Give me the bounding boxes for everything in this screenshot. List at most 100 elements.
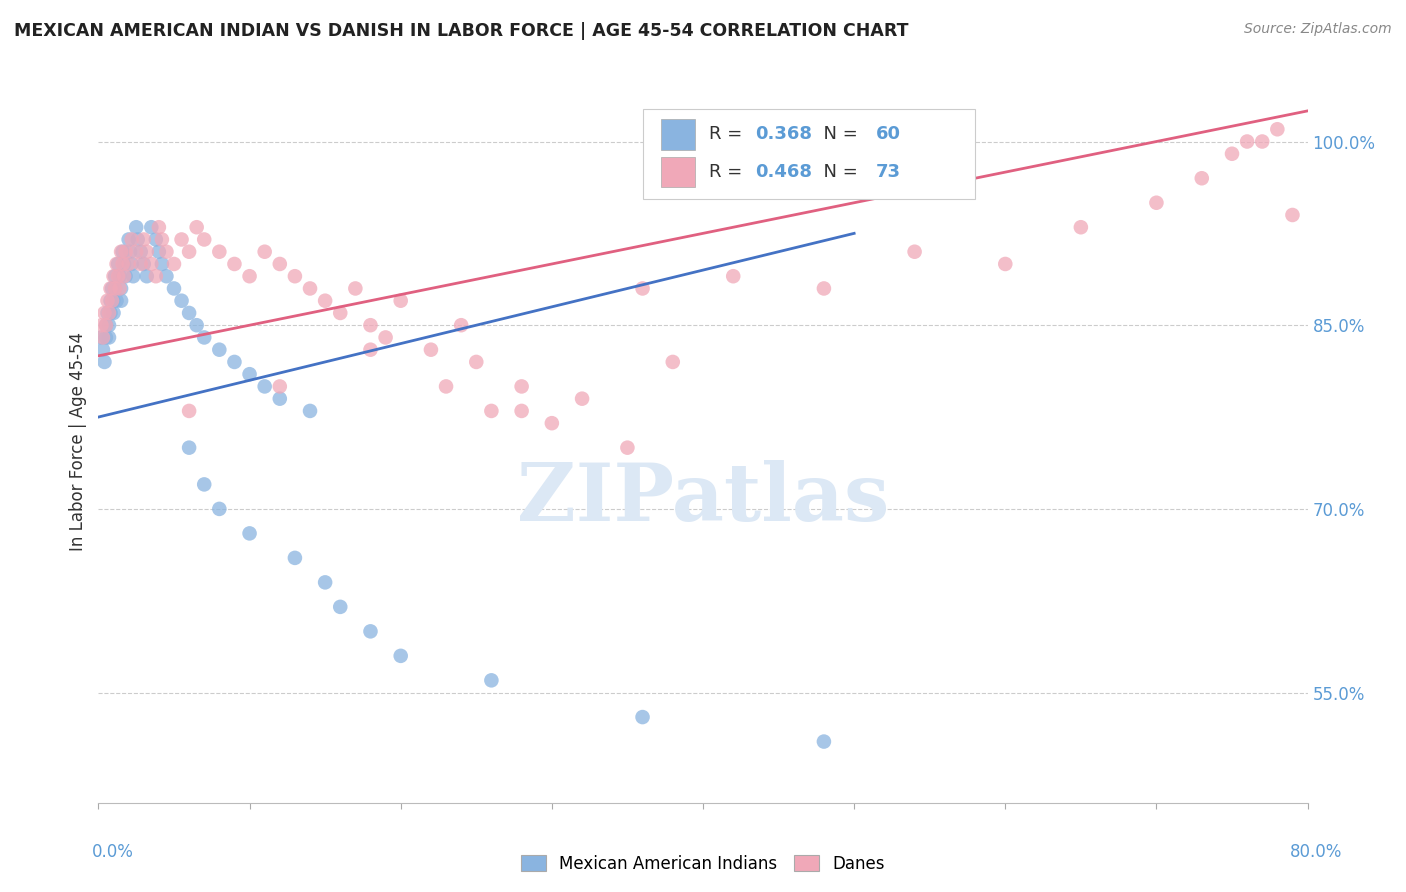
Point — [1281, 208, 1303, 222]
Point — [571, 392, 593, 406]
Point — [389, 293, 412, 308]
Point — [510, 379, 533, 393]
Point — [110, 281, 132, 295]
Point — [150, 257, 173, 271]
Text: 80.0%: 80.0% — [1291, 843, 1343, 861]
Point — [96, 293, 118, 308]
Point — [111, 244, 134, 259]
Point — [420, 343, 443, 357]
Point — [105, 293, 128, 308]
Point — [98, 306, 121, 320]
Point — [208, 502, 231, 516]
Text: N =: N = — [811, 126, 863, 144]
Point — [112, 257, 135, 271]
Point — [148, 220, 170, 235]
Point — [141, 220, 163, 235]
Text: 0.368: 0.368 — [755, 126, 813, 144]
Point — [121, 232, 143, 246]
Point — [481, 404, 503, 418]
Point — [135, 244, 157, 259]
Point — [129, 244, 152, 259]
Point — [179, 244, 201, 259]
Point — [994, 257, 1017, 271]
Point — [208, 343, 231, 357]
Point — [239, 367, 262, 381]
Point — [105, 257, 128, 271]
Point — [284, 269, 307, 284]
Point — [170, 232, 193, 246]
FancyBboxPatch shape — [661, 120, 695, 150]
Point — [360, 318, 382, 333]
Point — [98, 318, 121, 333]
Point — [1144, 195, 1167, 210]
Point — [360, 343, 382, 357]
Point — [110, 244, 132, 259]
Point — [103, 293, 125, 308]
Point — [132, 257, 155, 271]
Text: N =: N = — [811, 163, 863, 181]
Point — [284, 550, 307, 565]
Text: 60: 60 — [876, 126, 901, 144]
Point — [110, 293, 132, 308]
Point — [224, 257, 246, 271]
Point — [94, 318, 117, 333]
Text: Source: ZipAtlas.com: Source: ZipAtlas.com — [1244, 22, 1392, 37]
Point — [253, 244, 276, 259]
Point — [145, 232, 167, 246]
FancyBboxPatch shape — [643, 109, 976, 200]
Point — [510, 404, 533, 418]
Point — [148, 244, 170, 259]
Point — [1267, 122, 1289, 136]
Point — [108, 269, 131, 284]
Point — [101, 293, 124, 308]
Point — [465, 355, 488, 369]
Point — [723, 269, 745, 284]
Point — [344, 281, 367, 295]
Point — [314, 575, 336, 590]
Point — [360, 624, 382, 639]
Point — [1236, 135, 1258, 149]
Point — [661, 355, 683, 369]
Text: 73: 73 — [876, 163, 901, 181]
Point — [111, 257, 134, 271]
Point — [112, 269, 135, 284]
Point — [631, 710, 654, 724]
Point — [104, 269, 127, 284]
Point — [100, 293, 122, 308]
Point — [329, 599, 352, 614]
Point — [145, 269, 167, 284]
Point — [141, 257, 163, 271]
Point — [127, 232, 149, 246]
Point — [93, 355, 115, 369]
Point — [179, 441, 201, 455]
Point — [239, 526, 262, 541]
Point — [193, 477, 215, 491]
Point — [107, 257, 129, 271]
Point — [93, 306, 115, 320]
Point — [100, 281, 122, 295]
Point — [193, 330, 215, 344]
Point — [631, 281, 654, 295]
Point — [186, 318, 208, 333]
Point — [186, 220, 208, 235]
Point — [90, 330, 112, 344]
Point — [118, 257, 141, 271]
Point — [813, 734, 835, 748]
Text: MEXICAN AMERICAN INDIAN VS DANISH IN LABOR FORCE | AGE 45-54 CORRELATION CHART: MEXICAN AMERICAN INDIAN VS DANISH IN LAB… — [14, 22, 908, 40]
Point — [170, 293, 193, 308]
Point — [98, 330, 121, 344]
Point — [374, 330, 396, 344]
Text: R =: R = — [709, 126, 748, 144]
Point — [118, 232, 141, 246]
Point — [616, 441, 638, 455]
Point — [239, 269, 262, 284]
FancyBboxPatch shape — [661, 157, 695, 187]
Point — [269, 257, 291, 271]
Point — [90, 318, 112, 333]
Point — [389, 648, 412, 663]
Point — [129, 257, 152, 271]
Point — [150, 232, 173, 246]
Point — [104, 281, 127, 295]
Point — [104, 281, 127, 295]
Point — [163, 281, 186, 295]
